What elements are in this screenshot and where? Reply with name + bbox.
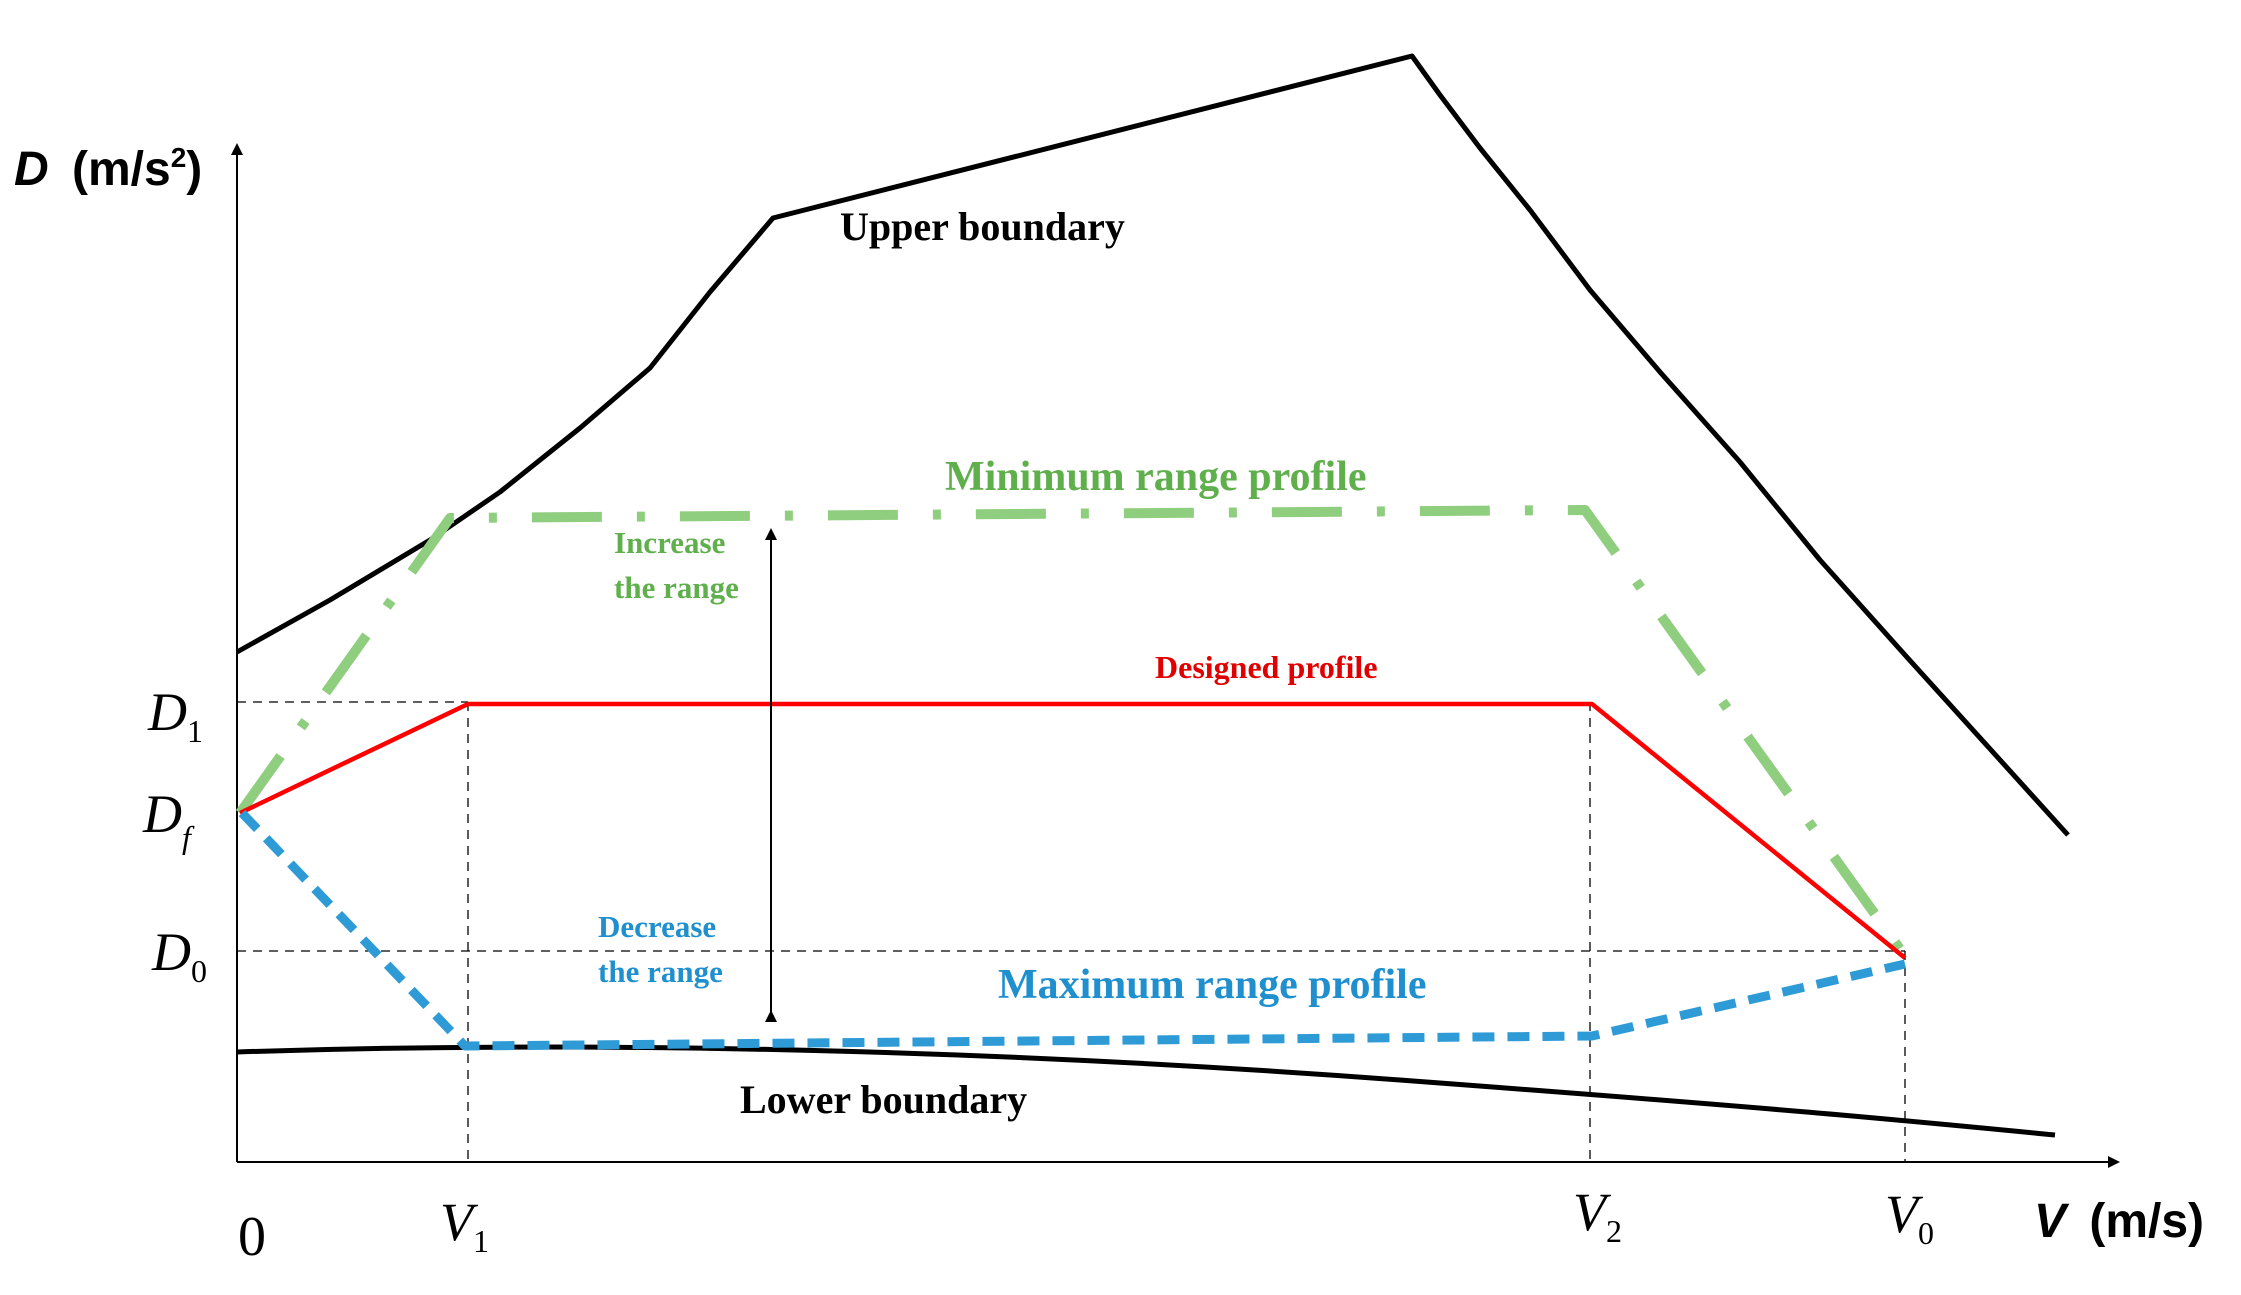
maximum-range-label: Maximum range profile xyxy=(998,962,1427,1008)
lower-boundary-curve xyxy=(236,1044,2056,1138)
y-tick-d1: D1 xyxy=(147,682,203,749)
lower-boundary-label: Lower boundary xyxy=(740,1077,1027,1122)
increase-range-label: Increase the range xyxy=(614,525,739,605)
y-tick-d0: D0 xyxy=(151,922,207,989)
origin-label: 0 xyxy=(238,1206,266,1268)
guide-lines xyxy=(237,701,1906,1162)
minimum-range-profile-line xyxy=(235,505,1910,959)
x-tick-v1: V1 xyxy=(440,1192,489,1259)
decrease-range-label: Decrease the range xyxy=(598,909,724,989)
x-axis-title: V (m/s) xyxy=(2034,1195,2204,1248)
y-axis-title: D (m/s2) xyxy=(14,142,202,196)
upper-boundary-label: Upper boundary xyxy=(840,204,1125,249)
x-tick-v0: V0 xyxy=(1885,1184,1934,1251)
designed-profile-label: Designed profile xyxy=(1155,649,1378,685)
y-tick-df: Df xyxy=(142,784,195,855)
upper-boundary-curve xyxy=(235,53,2070,837)
maximum-range-profile-line xyxy=(238,809,1907,1051)
designed-profile-line xyxy=(239,701,1907,960)
minimum-range-label: Minimum range profile xyxy=(945,454,1367,500)
x-tick-v2: V2 xyxy=(1573,1182,1622,1249)
